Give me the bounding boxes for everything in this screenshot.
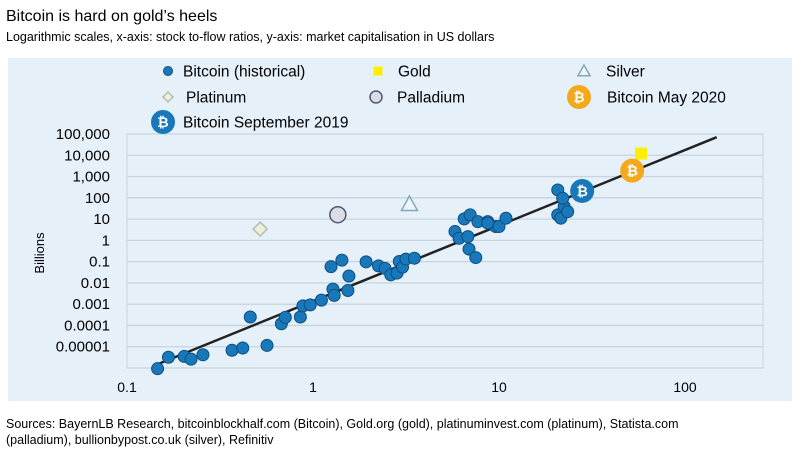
bitcoin-coin-icon xyxy=(151,110,175,134)
data-point-bitcoin-historical xyxy=(341,283,355,297)
y-tick-label: 0.01 xyxy=(81,275,110,292)
legend: Bitcoin (historical) Gold Silver Platinum Pa… xyxy=(151,63,726,134)
data-point-silver xyxy=(400,194,419,212)
data-point-bitcoin-historical xyxy=(151,362,165,376)
data-point-bitcoin-historical xyxy=(359,255,373,269)
data-point-bitcoin-historical xyxy=(492,219,506,233)
data-point-bitcoin-may-2020: ₿ xyxy=(620,158,645,183)
x-tick-label: 1 xyxy=(309,379,317,395)
x-tick-label: 100 xyxy=(673,379,697,395)
x-tick-label: 0.1 xyxy=(117,379,137,395)
gridlines xyxy=(126,133,764,369)
data-point-bitcoin-historical xyxy=(303,298,317,312)
bitcoin-coin-icon xyxy=(567,85,591,109)
data-point-bitcoin-historical xyxy=(499,211,513,225)
data-point-bitcoin-historical xyxy=(407,251,421,265)
data-point-bitcoin-historical xyxy=(324,260,338,274)
legend-label-platinum: Platinum xyxy=(186,90,246,107)
legend-label-gold: Gold xyxy=(398,64,431,81)
data-point-bitcoin-historical xyxy=(260,338,274,352)
bitcoin-symbol: ₿ xyxy=(157,114,168,130)
data-point-bitcoin-historical xyxy=(462,242,476,256)
data-point-bitcoin-historical xyxy=(184,352,198,366)
y-axis-label: Billions xyxy=(32,232,47,274)
bitcoin-symbol: ₿ xyxy=(576,183,587,199)
legend-marker-platinum xyxy=(161,90,175,104)
legend-marker-bitcoin-september-2019: ₿ xyxy=(151,110,175,134)
data-point-bitcoin-historical xyxy=(561,205,575,219)
y-tick-label: 0.00001 xyxy=(56,339,110,356)
bitcoin-symbol: ₿ xyxy=(573,89,584,105)
data-marks: ₿₿ xyxy=(151,136,718,376)
y-tick-label: 100 xyxy=(85,190,110,207)
data-point-bitcoin-historical xyxy=(293,310,307,324)
legend-label-bitcoin-may-2020: Bitcoin May 2020 xyxy=(607,90,726,107)
data-point-bitcoin-historical xyxy=(469,251,483,265)
x-tick-label: 10 xyxy=(491,379,507,395)
legend-marker-bitcoin-may-2020: ₿ xyxy=(567,85,591,109)
data-point-bitcoin-historical xyxy=(278,310,292,324)
legend-marker-silver xyxy=(576,63,592,77)
data-point-bitcoin-historical xyxy=(196,348,210,362)
data-point-bitcoin-historical xyxy=(314,293,328,307)
data-point-bitcoin-historical xyxy=(481,216,495,230)
legend-marker-gold xyxy=(373,66,383,76)
y-tick-label: 0.1 xyxy=(89,254,110,271)
source-note-line2: (palladium), bullionbypost.co.uk (silver… xyxy=(6,433,274,447)
y-tick-label: 10,000 xyxy=(64,147,110,164)
legend-label-silver: Silver xyxy=(606,64,645,81)
data-point-bitcoin-historical xyxy=(461,230,475,244)
data-point-bitcoin-historical xyxy=(556,191,570,205)
x-tick-labels: 0.1 1 10 100 xyxy=(117,379,697,395)
data-point-bitcoin-historical xyxy=(335,253,349,267)
legend-label-palladium: Palladium xyxy=(397,90,465,107)
chart-subtitle: Logarithmic scales, x-axis: stock to-flo… xyxy=(6,30,494,44)
data-point-bitcoin-historical xyxy=(327,288,341,302)
legend-marker-bitcoin-historical xyxy=(163,66,173,76)
y-tick-label: 0.0001 xyxy=(64,317,110,334)
data-point-platinum xyxy=(252,220,269,238)
data-point-palladium xyxy=(329,205,347,224)
bitcoin-symbol: ₿ xyxy=(626,163,637,179)
chart-panel xyxy=(8,58,792,401)
legend-label-bitcoin-historical: Bitcoin (historical) xyxy=(183,64,305,81)
data-point-bitcoin-historical xyxy=(236,341,250,355)
data-point-bitcoin-historical xyxy=(225,343,239,357)
data-point-bitcoin-september-2019: ₿ xyxy=(570,178,595,203)
legend-label-bitcoin-september-2019: Bitcoin September 2019 xyxy=(183,115,348,132)
bitcoin-coin-icon xyxy=(570,178,595,203)
y-tick-label: 0.001 xyxy=(72,296,110,313)
legend-marker-palladium xyxy=(369,90,383,104)
y-tick-label: 1,000 xyxy=(72,169,110,186)
data-point-bitcoin-historical xyxy=(161,350,175,364)
y-tick-label: 1 xyxy=(102,232,110,249)
source-note: Sources: BayernLB Research, bitcoinblock… xyxy=(6,417,679,431)
bitcoin-coin-icon xyxy=(620,158,645,183)
data-point-gold xyxy=(634,147,647,160)
y-tick-label: 100,000 xyxy=(56,126,110,143)
y-tick-labels: 100,000 10,000 1,000 100 10 1 0.1 0.01 0.001 0.00… xyxy=(56,126,110,356)
data-point-bitcoin-historical xyxy=(342,269,356,283)
data-point-bitcoin-historical xyxy=(243,310,257,324)
y-tick-label: 10 xyxy=(93,211,110,228)
chart-title: Bitcoin is hard on gold’s heels xyxy=(6,8,217,25)
